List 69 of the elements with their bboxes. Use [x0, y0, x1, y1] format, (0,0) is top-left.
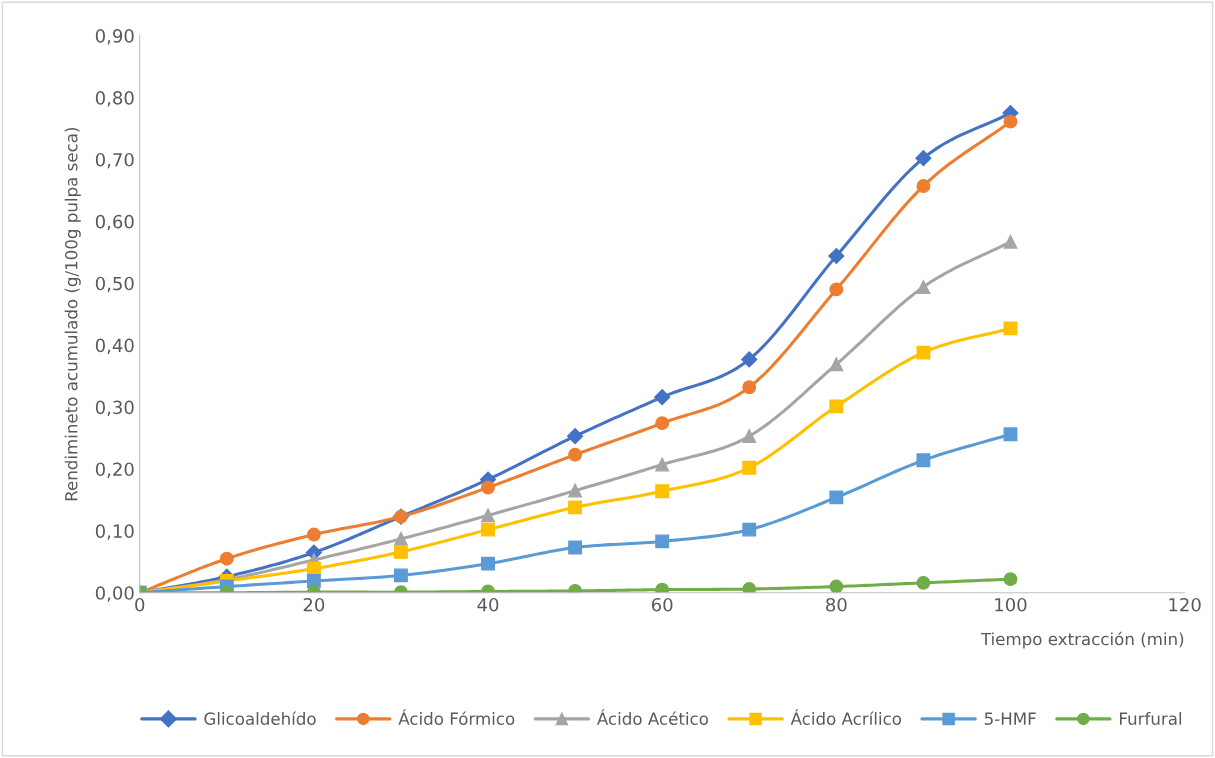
point	[1003, 427, 1018, 442]
point	[306, 574, 321, 588]
point	[1003, 234, 1018, 249]
point	[916, 345, 931, 360]
legend-label: Ácido Fórmico	[398, 709, 515, 725]
point	[742, 429, 757, 444]
point	[1003, 114, 1018, 129]
point	[1003, 572, 1018, 587]
y-tick-label: 0,00	[95, 586, 134, 602]
point	[481, 480, 495, 495]
point	[829, 399, 844, 414]
x-tick-label: 80	[826, 597, 847, 612]
point	[742, 460, 757, 475]
point	[481, 522, 495, 537]
y-tick-label: 0,60	[95, 214, 134, 231]
point	[655, 484, 670, 499]
point	[916, 453, 931, 468]
point	[394, 531, 408, 546]
y-tick-label: 0,50	[95, 276, 134, 293]
point	[306, 527, 321, 542]
y-tick-label: 0,90	[95, 29, 134, 45]
point	[568, 540, 583, 555]
point	[655, 582, 670, 593]
point	[568, 500, 583, 515]
legend-label: Ácido Acrílico	[790, 709, 902, 725]
point	[742, 522, 757, 537]
point	[742, 582, 757, 593]
point	[394, 544, 408, 559]
y-tick-label: 0,80	[95, 90, 134, 107]
point	[481, 556, 495, 571]
point	[916, 179, 931, 193]
point	[828, 247, 845, 265]
point	[829, 357, 844, 372]
point	[829, 282, 844, 297]
y-tick-label: 0,30	[95, 400, 134, 416]
legend-label: Furfural	[1120, 712, 1182, 725]
point	[654, 389, 671, 406]
point	[829, 579, 844, 593]
point	[394, 568, 408, 583]
y-tick-label: 0,20	[95, 462, 134, 478]
x-tick-label: 60	[651, 597, 673, 612]
legend-label: Ácido Acético	[597, 709, 708, 725]
point	[741, 351, 758, 368]
point	[916, 280, 931, 294]
point	[1003, 321, 1018, 336]
x-tick-label: 40	[477, 597, 499, 612]
point	[655, 534, 670, 549]
x-axis-title: Tiempo extracción (min)	[980, 631, 1184, 649]
point	[219, 551, 234, 566]
y-tick-label: 0,40	[95, 338, 134, 355]
point	[568, 447, 583, 462]
point	[568, 483, 583, 498]
x-tick-label: 20	[303, 597, 325, 612]
y-tick-label: 0,10	[95, 524, 134, 540]
point	[655, 416, 670, 431]
y-tick-label: 0,70	[95, 152, 134, 169]
x-tick-label: 120	[1169, 597, 1201, 612]
point	[829, 490, 844, 505]
point	[915, 150, 932, 167]
point	[742, 380, 757, 395]
point	[916, 575, 931, 590]
x-tick-label: 0	[135, 597, 145, 612]
legend-label: 5-HMF	[984, 712, 1036, 725]
legend-label: Glicoaldehído	[204, 711, 316, 725]
point	[655, 457, 670, 472]
point	[567, 428, 584, 445]
point	[481, 508, 495, 523]
y-axis-title: Rendimineto acumulado (g/100g pulpa seca)	[64, 127, 81, 501]
x-tick-label: 100	[995, 597, 1027, 612]
